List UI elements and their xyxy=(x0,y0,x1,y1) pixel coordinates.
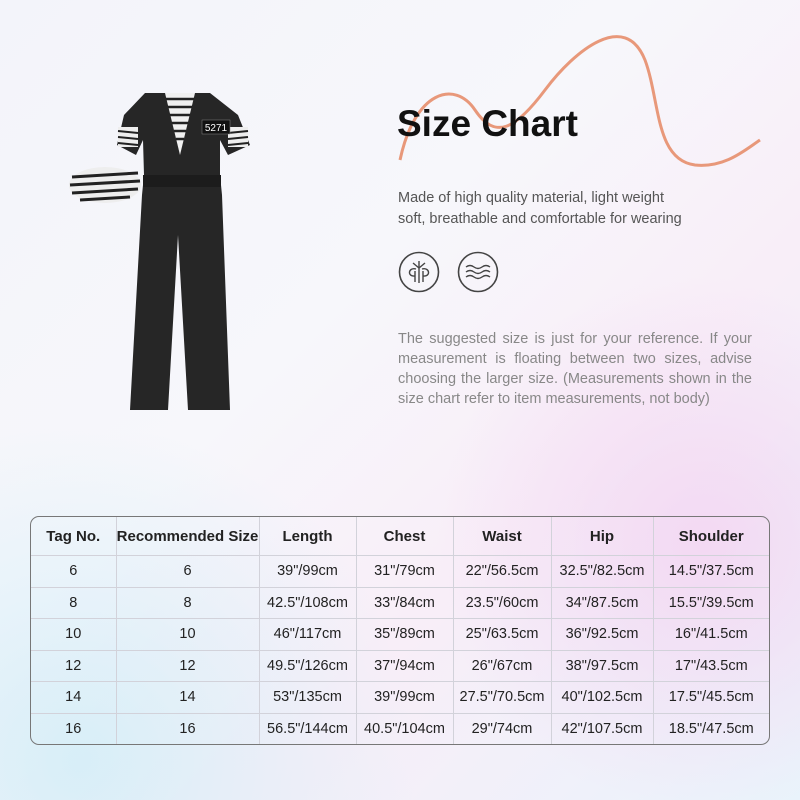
table-cell: 37"/94cm xyxy=(356,650,454,682)
breathable-icon xyxy=(398,251,440,293)
table-cell: 32.5"/82.5cm xyxy=(551,555,654,588)
table-cell: 8 xyxy=(31,587,117,619)
table-row: 10 10 46"/117cm 35"/89cm 25"/63.5cm 36"/92.5c… xyxy=(31,618,769,651)
soft-wave-icon xyxy=(457,251,499,293)
product-description: Made of high quality material, light wei… xyxy=(398,188,738,230)
table-cell: 17.5"/45.5cm xyxy=(653,681,769,714)
table-cell: 31"/79cm xyxy=(356,555,454,588)
table-cell: 53"/135cm xyxy=(259,681,357,714)
table-cell: 26"/67cm xyxy=(453,650,552,682)
column-header: Waist xyxy=(453,517,552,556)
table-cell: 12 xyxy=(116,650,260,682)
table-cell: 27.5"/70.5cm xyxy=(453,681,552,714)
table-cell: 56.5"/144cm xyxy=(259,713,357,744)
badge-number: 5271 xyxy=(205,123,228,134)
table-cell: 40"/102.5cm xyxy=(551,681,654,714)
table-cell: 10 xyxy=(116,618,260,651)
column-header: Chest xyxy=(356,517,454,556)
column-header: Shoulder xyxy=(653,517,769,556)
column-header: Recommended Size xyxy=(116,517,260,556)
table-row: 12 12 49.5"/126cm 37"/94cm 26"/67cm 38"/97.5c… xyxy=(31,650,769,682)
table-cell: 34"/87.5cm xyxy=(551,587,654,619)
table-cell: 29"/74cm xyxy=(453,713,552,744)
table-cell: 22"/56.5cm xyxy=(453,555,552,588)
table-row: 14 14 53"/135cm 39"/99cm 27.5"/70.5cm 40"/102… xyxy=(31,681,769,714)
table-cell: 33"/84cm xyxy=(356,587,454,619)
table-cell: 18.5"/47.5cm xyxy=(668,720,754,737)
size-table: Tag No. Recommended Size Length Chest Waist H… xyxy=(30,516,770,745)
table-cell: 17"/43.5cm xyxy=(653,650,769,682)
table-cell: 8 xyxy=(116,587,260,619)
table-cell: 23.5"/60cm xyxy=(453,587,552,619)
table-header-row: Tag No. Recommended Size Length Chest Waist H… xyxy=(31,517,769,556)
table-cell: 40.5"/104cm xyxy=(356,713,454,744)
table-cell: 6 xyxy=(116,555,260,588)
table-cell: 6 xyxy=(31,555,117,588)
table-cell: 46"/117cm xyxy=(259,618,357,651)
table-cell: 14 xyxy=(116,681,260,714)
table-cell: 25"/63.5cm xyxy=(453,618,552,651)
table-cell: 10 xyxy=(31,618,117,651)
table-cell: 39"/99cm xyxy=(356,681,454,714)
decorative-curve xyxy=(398,35,761,167)
description-line: soft, breathable and comfortable for wea… xyxy=(398,211,682,227)
table-row: 6 6 39"/99cm 31"/79cm 22"/56.5cm 32.5"/82.5cm… xyxy=(31,555,769,588)
description-line: Made of high quality material, light wei… xyxy=(398,190,664,206)
column-header: Length xyxy=(259,517,357,556)
table-cell: 39"/99cm xyxy=(259,555,357,588)
size-note: The suggested size is just for your refe… xyxy=(398,331,752,407)
table-cell: 14.5"/37.5cm xyxy=(653,555,769,588)
table-cell: 16 xyxy=(31,713,117,744)
table-cell: 36"/92.5cm xyxy=(551,618,654,651)
page-title: Size Chart xyxy=(397,103,578,144)
table-row: 8 8 42.5"/108cm 33"/84cm 23.5"/60cm 34"/87.5c… xyxy=(31,587,769,619)
table-cell: 35"/89cm xyxy=(356,618,454,651)
column-header: Tag No. xyxy=(31,517,117,556)
table-cell: 38"/97.5cm xyxy=(551,650,654,682)
table-cell: 12 xyxy=(31,650,117,682)
table-cell: 42"/107.5cm xyxy=(551,713,654,744)
table-cell: 16 xyxy=(116,713,260,744)
table-cell: 15.5"/39.5cm xyxy=(653,587,769,619)
column-header: Hip xyxy=(551,517,654,556)
table-row: 16 16 56.5"/144cm 40.5"/104cm 29"/74cm 42"/10… xyxy=(31,713,769,744)
jumpsuit-product-image: 5271 xyxy=(69,93,250,410)
table-cell: 16"/41.5cm xyxy=(653,618,769,651)
table-cell: 49.5"/126cm xyxy=(259,650,357,682)
table-cell: 14 xyxy=(31,681,117,714)
table-cell: 42.5"/108cm xyxy=(259,587,357,619)
